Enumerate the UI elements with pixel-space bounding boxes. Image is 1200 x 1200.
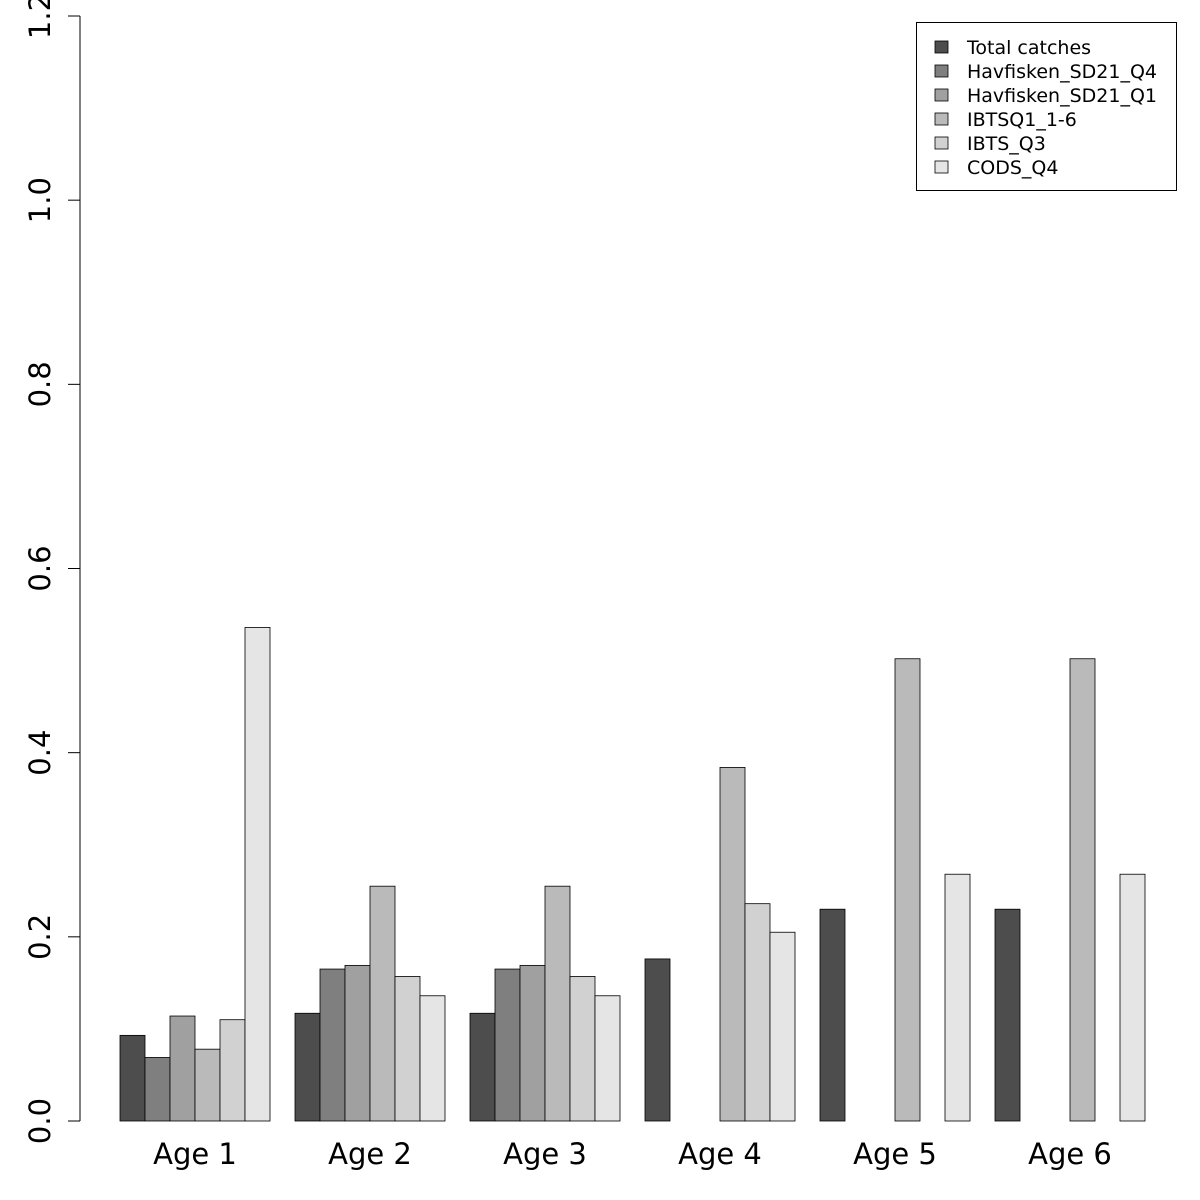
bar <box>244 627 271 1122</box>
bar <box>394 976 421 1122</box>
legend: Total catchesHavfisken_SD21_Q4Havfisken_… <box>916 22 1177 191</box>
legend-swatch <box>934 88 949 102</box>
bar <box>719 767 746 1122</box>
y-tick-label: 1.2 <box>23 0 57 39</box>
x-category-label: Age 5 <box>853 1137 937 1171</box>
bar <box>1069 658 1096 1122</box>
legend-swatch <box>934 64 949 78</box>
bar <box>569 976 596 1122</box>
bar <box>594 995 621 1122</box>
bar <box>1119 873 1146 1122</box>
legend-swatch <box>934 136 949 150</box>
legend-swatch <box>934 112 949 126</box>
legend-label: CODS_Q4 <box>967 157 1058 179</box>
bar <box>994 908 1021 1122</box>
x-category-label: Age 2 <box>328 1137 412 1171</box>
bar <box>344 964 371 1122</box>
bar <box>894 658 921 1122</box>
bars <box>119 627 1146 1122</box>
bar <box>219 1019 246 1122</box>
legend-swatch <box>934 40 949 54</box>
y-tick-label: 0.4 <box>23 730 57 776</box>
y-tick-label: 0.6 <box>23 545 57 591</box>
bar <box>819 908 846 1122</box>
bar <box>419 995 446 1122</box>
x-category-label: Age 1 <box>153 1137 237 1171</box>
bar <box>144 1057 171 1122</box>
y-tick-label: 1.0 <box>23 177 57 223</box>
bar <box>544 885 571 1122</box>
bar <box>519 964 546 1122</box>
bar <box>494 968 521 1122</box>
x-category-label: Age 4 <box>678 1137 762 1171</box>
legend-label: Havfisken_SD21_Q1 <box>967 85 1157 107</box>
x-category-label: Age 3 <box>503 1137 587 1171</box>
legend-label: Total catches <box>966 37 1091 59</box>
y-axis: 0.0 0.2 0.4 0.6 0.8 1.0 1.2 <box>23 0 81 1144</box>
legend-label: Havfisken_SD21_Q4 <box>967 61 1157 83</box>
bar <box>769 931 796 1122</box>
bar <box>744 903 771 1122</box>
bar <box>944 873 971 1122</box>
legend-label: IBTSQ1_1-6 <box>967 109 1077 131</box>
y-tick-label: 0.2 <box>23 914 57 960</box>
bar <box>469 1012 496 1122</box>
x-category-label: Age 6 <box>1028 1137 1112 1171</box>
bar <box>169 1015 196 1122</box>
legend-box <box>916 22 1177 191</box>
bar <box>319 968 346 1122</box>
y-tick-label: 0.8 <box>23 361 57 407</box>
bar <box>194 1048 221 1122</box>
bar <box>644 958 671 1122</box>
y-tick-label: 0.0 <box>23 1098 57 1144</box>
bar <box>119 1034 146 1122</box>
bar <box>369 885 396 1122</box>
legend-swatch <box>934 160 949 174</box>
x-axis-labels: Age 1 Age 2 Age 3 Age 4 Age 5 Age 6 <box>153 1137 1112 1171</box>
bar <box>294 1012 321 1122</box>
legend-label: IBTS_Q3 <box>967 133 1046 155</box>
